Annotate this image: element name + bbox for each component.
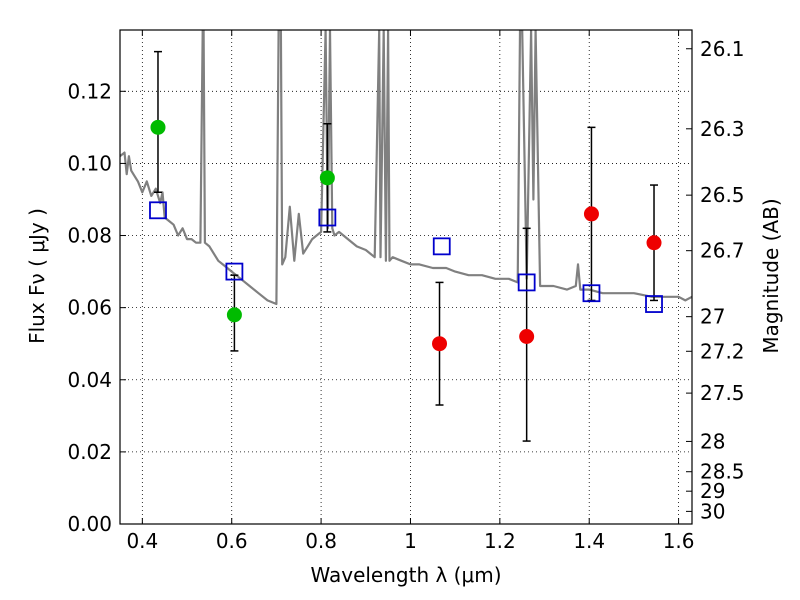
y-tick-label: 0.02 bbox=[67, 440, 112, 464]
x-tick-label: 1.2 bbox=[484, 529, 516, 553]
data-point bbox=[150, 119, 166, 135]
model-point bbox=[517, 273, 536, 292]
y2-tick-label: 26.3 bbox=[700, 117, 745, 141]
y-axis-label: Flux Fν ( μJy ) bbox=[25, 208, 49, 344]
model-point bbox=[318, 208, 337, 227]
y2-tick-label: 26.1 bbox=[700, 37, 745, 61]
model-point bbox=[645, 295, 663, 313]
plot-frame bbox=[119, 29, 693, 525]
y-tick-label: 0.12 bbox=[67, 79, 112, 103]
model-point bbox=[149, 201, 167, 220]
x-tick-label: 0.4 bbox=[126, 529, 158, 553]
y2-tick-label: 30 bbox=[700, 499, 725, 523]
data-point bbox=[519, 328, 535, 344]
x-axis-label: Wavelength λ (μm) bbox=[310, 563, 501, 587]
model-spectrum-line bbox=[120, 30, 692, 306]
y2-tick-label: 26.5 bbox=[700, 183, 745, 207]
y2-tick-label: 28 bbox=[700, 429, 725, 453]
y-tick-label: 0.10 bbox=[67, 151, 112, 175]
model-point bbox=[582, 284, 601, 303]
x-tick-label: 1.6 bbox=[663, 529, 695, 553]
y2-tick-label: 29 bbox=[700, 479, 725, 503]
y-tick-label: 0.06 bbox=[67, 296, 112, 320]
data-point bbox=[319, 170, 335, 186]
y2-tick-label: 27.2 bbox=[700, 339, 745, 363]
data-point bbox=[432, 336, 448, 352]
plot-area bbox=[120, 30, 692, 442]
y2-axis-label: Magnitude (AB) bbox=[759, 198, 783, 353]
y-tick-label: 0.00 bbox=[67, 512, 112, 536]
x-tick-label: 1 bbox=[404, 529, 417, 553]
x-tick-label: 0.8 bbox=[305, 529, 337, 553]
y-tick-label: 0.04 bbox=[67, 368, 112, 392]
ticks: 0.4 0.6 0.8 1 1.2 1.4 1.6 0.00 0.02 0.04 0.06 0.08 0… bbox=[67, 30, 745, 553]
x-tick-label: 0.6 bbox=[216, 529, 248, 553]
y2-tick-label: 28.5 bbox=[700, 460, 745, 484]
x-tick-label: 1.4 bbox=[573, 529, 605, 553]
data-point bbox=[583, 206, 599, 222]
data-point bbox=[646, 235, 662, 251]
y2-tick-label: 27 bbox=[700, 305, 725, 329]
data-point bbox=[226, 307, 242, 323]
y2-tick-label: 27.5 bbox=[700, 381, 745, 405]
y-tick-label: 0.08 bbox=[67, 224, 112, 248]
model-point bbox=[225, 262, 244, 281]
y2-tick-label: 26.7 bbox=[700, 239, 745, 263]
model-point bbox=[432, 237, 451, 256]
grid bbox=[120, 30, 692, 525]
